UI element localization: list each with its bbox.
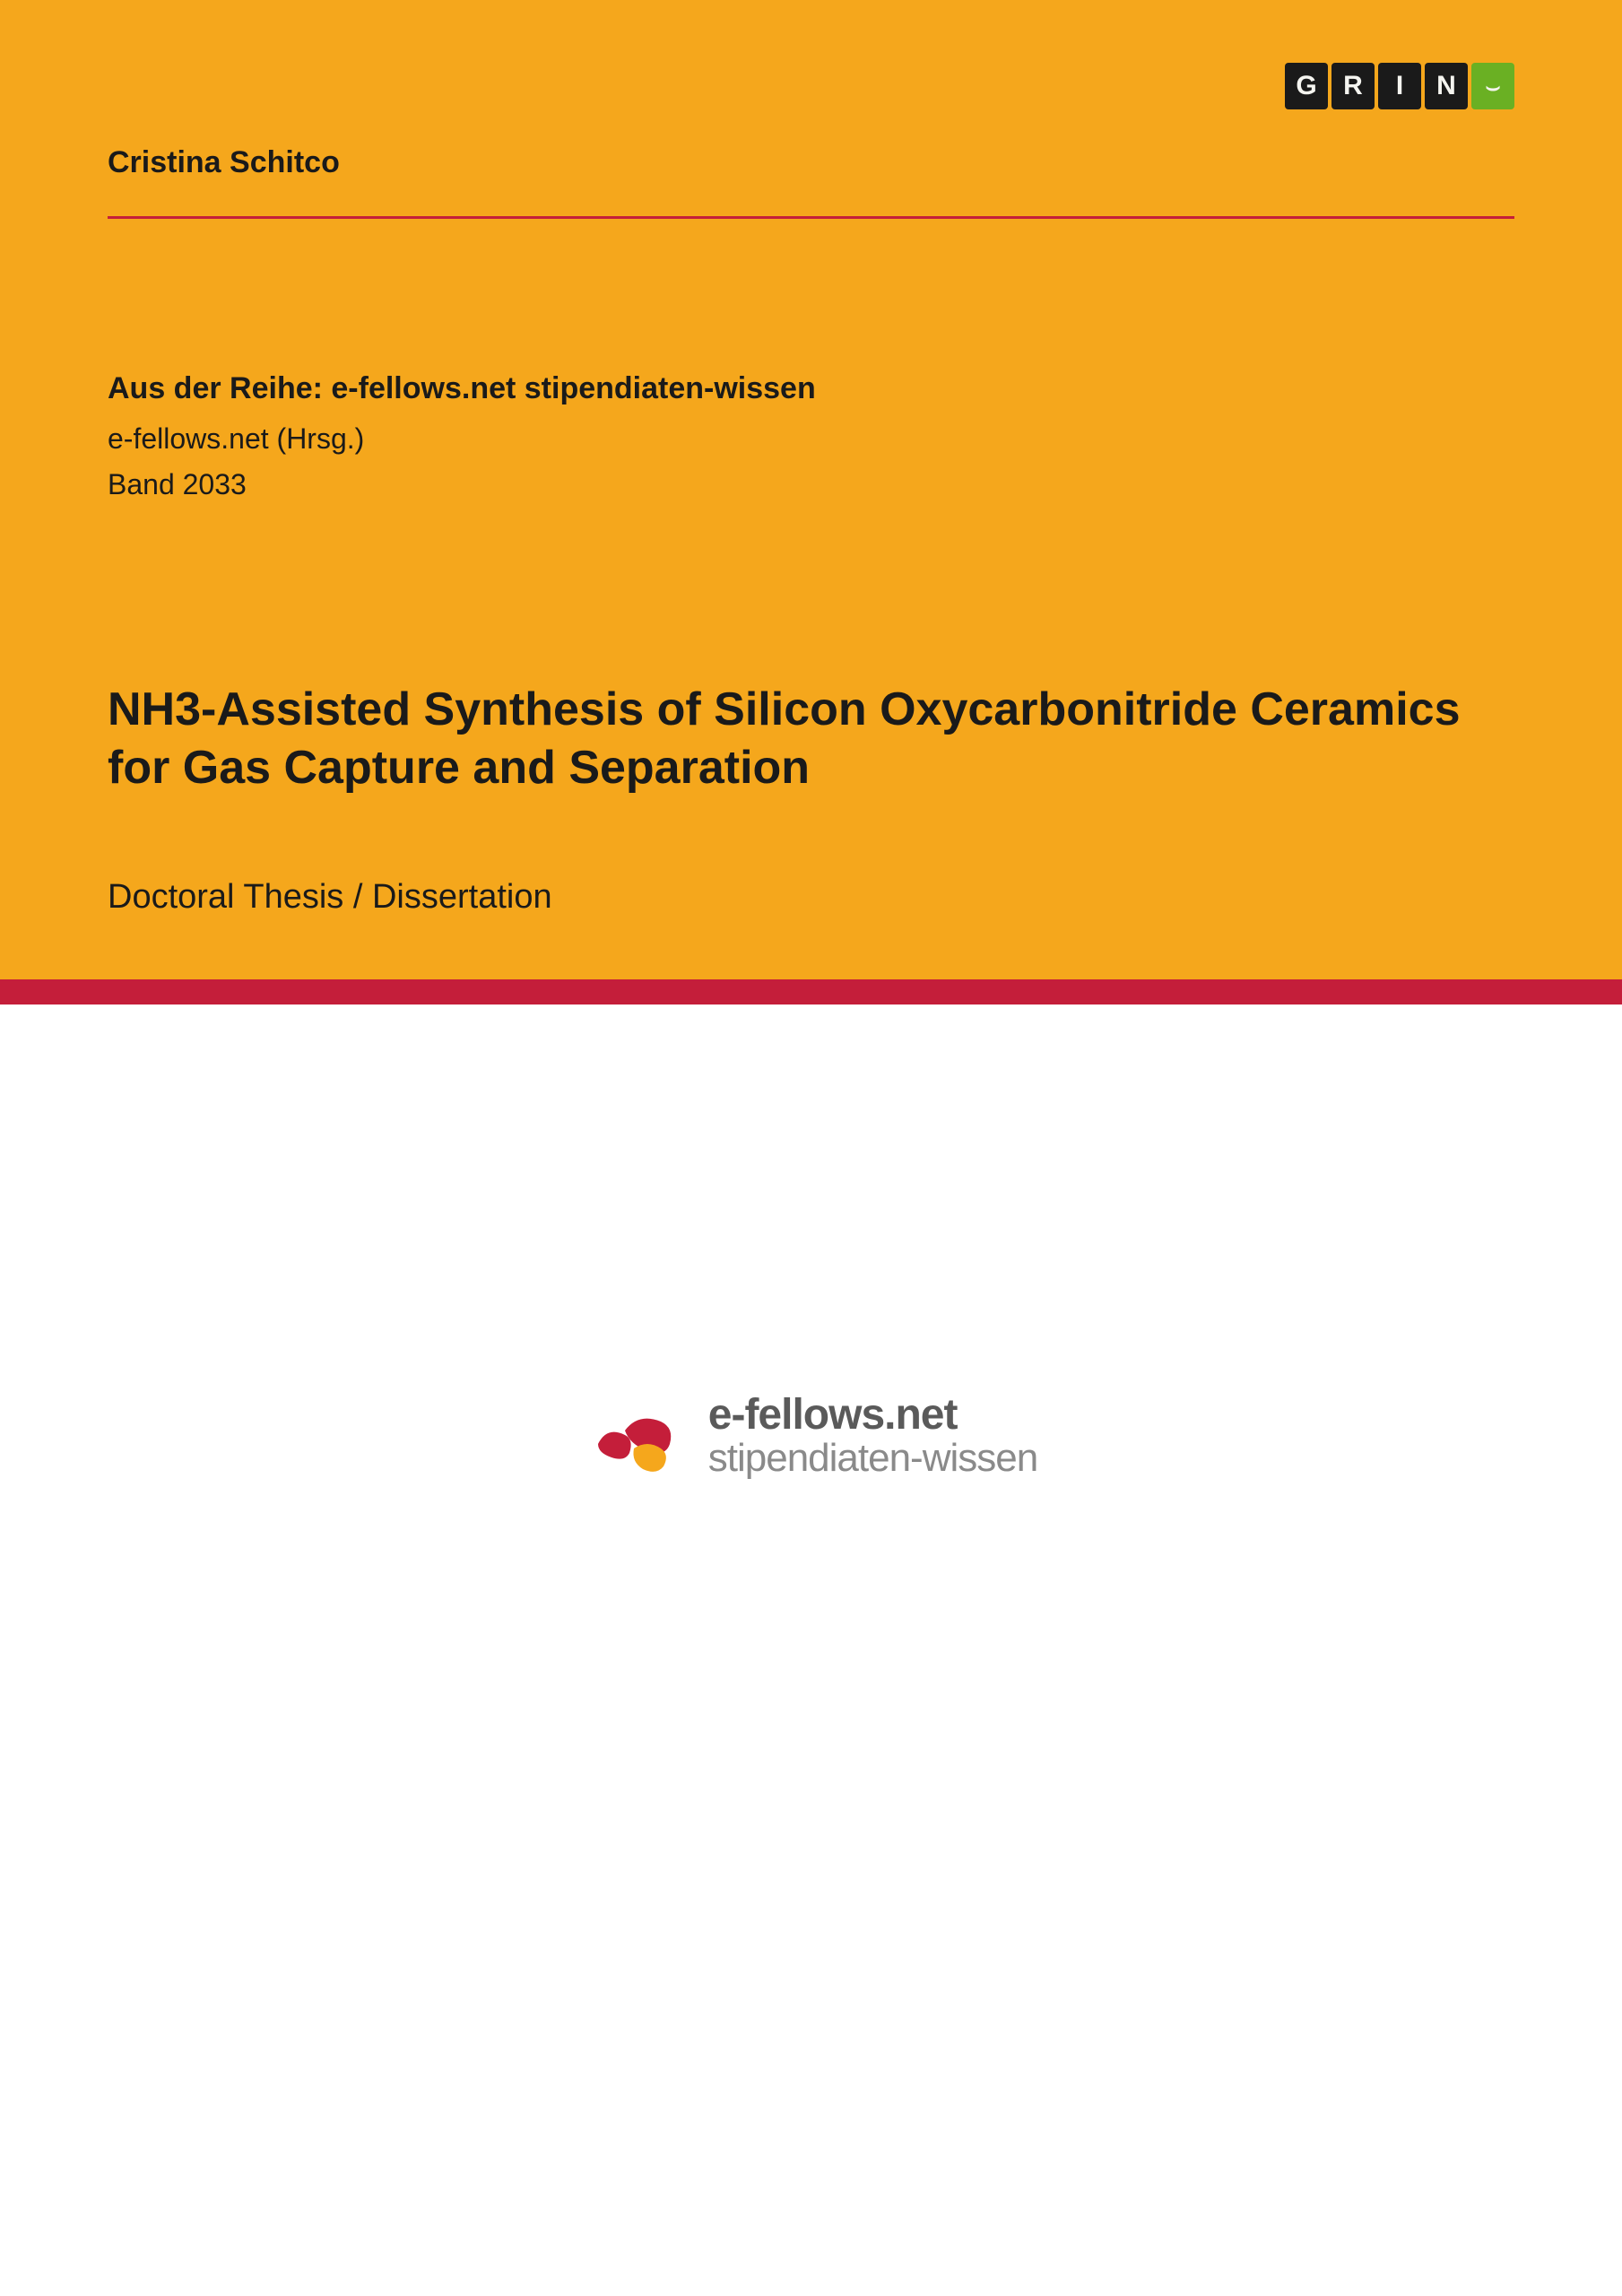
grin-letter-r: R <box>1331 63 1375 109</box>
red-band <box>0 979 1622 1004</box>
series-band: Band 2033 <box>108 468 1514 501</box>
grin-logo: G R I N ⌣ <box>1285 63 1514 109</box>
author-name: Cristina Schitco <box>108 145 1514 180</box>
grin-letter-i: I <box>1378 63 1421 109</box>
efellows-sub-text: stipendiaten-wissen <box>708 1436 1037 1481</box>
document-title: NH3-Assisted Synthesis of Silicon Oxycar… <box>108 681 1514 797</box>
cover-top-section: G R I N ⌣ Cristina Schitco Aus der Reihe… <box>0 0 1622 979</box>
document-type: Doctoral Thesis / Dissertation <box>108 878 1514 917</box>
grin-letter-g: G <box>1285 63 1328 109</box>
series-label: Aus der Reihe: e-fellows.net stipendiate… <box>108 371 1514 406</box>
grin-smile-icon: ⌣ <box>1471 63 1514 109</box>
grin-letter-n: N <box>1425 63 1468 109</box>
logo-row: G R I N ⌣ <box>108 63 1514 109</box>
efellows-icon <box>585 1399 683 1480</box>
efellows-logo: e-fellows.net stipendiaten-wissen <box>585 1390 1037 1481</box>
series-editor: e-fellows.net (Hrsg.) <box>108 422 1514 456</box>
efellows-text: e-fellows.net stipendiaten-wissen <box>708 1390 1037 1481</box>
red-divider <box>108 216 1514 219</box>
cover-bottom-section: e-fellows.net stipendiaten-wissen <box>0 1004 1622 2296</box>
efellows-main-text: e-fellows.net <box>708 1390 1037 1439</box>
